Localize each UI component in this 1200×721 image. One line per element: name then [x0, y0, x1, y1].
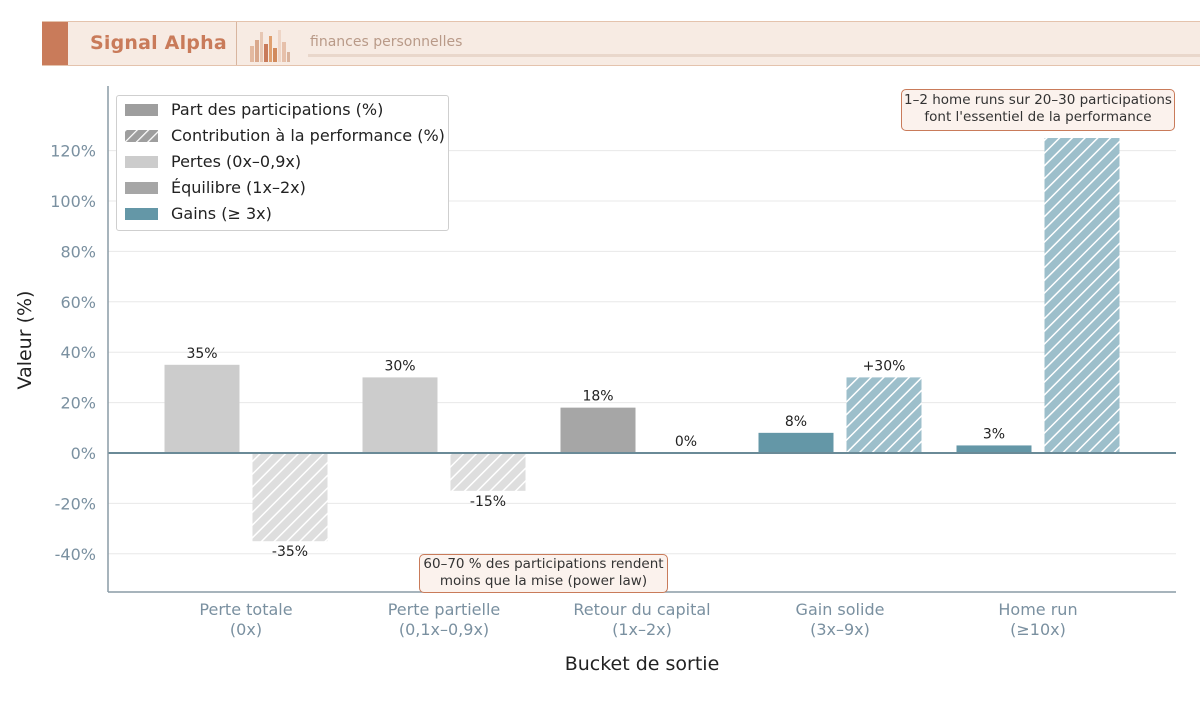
legend-label: Contribution à la performance (%): [171, 126, 445, 145]
tagline: finances personnelles: [310, 34, 463, 50]
legend-label: Gains (≥ 3x): [171, 204, 272, 223]
y-tick-label: 100%: [50, 192, 96, 211]
y-tick-label: 40%: [60, 343, 96, 362]
bar-chart-logo-icon: [250, 30, 290, 62]
tagline-rule: [308, 54, 1200, 57]
legend-swatch-hatched: [125, 130, 158, 142]
bar-value-label: 35%: [186, 346, 217, 362]
annotation-line: 60–70 % des participations rendent: [423, 556, 664, 572]
bar-part-participations: [164, 364, 240, 453]
y-tick-label: -40%: [55, 545, 96, 564]
x-tick-label: (3x–9x): [810, 620, 870, 639]
bar-contribution: [846, 377, 922, 453]
bars: [164, 138, 1120, 542]
y-tick-label: -20%: [55, 494, 96, 513]
annotation-line: moins que la mise (power law): [439, 573, 648, 589]
y-axis-label: Valeur (%): [14, 291, 36, 390]
annotation-line: 1–2 home runs sur 20–30 participations: [904, 92, 1172, 108]
bar-contribution: [252, 453, 328, 542]
brand-color-block: [42, 22, 68, 65]
x-tick-label: Gain solide: [796, 600, 885, 619]
x-tick-label: Retour du capital: [573, 600, 710, 619]
bar-part-participations: [362, 377, 438, 453]
legend-label: Part des participations (%): [171, 100, 384, 119]
y-tick-label: 0%: [71, 444, 96, 463]
bar-contribution: [1044, 138, 1120, 453]
y-tick-label: 60%: [60, 293, 96, 312]
legend-swatch-solid: [125, 104, 158, 116]
x-tick-label: (0x): [230, 620, 262, 639]
bar-contribution: [450, 453, 526, 491]
x-tick-label: (≥10x): [1010, 620, 1066, 639]
x-tick-label: Perte partielle: [388, 600, 501, 619]
header-divider: [236, 22, 237, 65]
bar-value-label: 18%: [582, 389, 613, 405]
legend-label: Équilibre (1x–2x): [171, 178, 306, 197]
bar-value-label: 8%: [785, 414, 807, 430]
y-tick-label: 80%: [60, 242, 96, 261]
legend-label: Pertes (0x–0,9x): [171, 152, 302, 171]
x-tick-label: (1x–2x): [612, 620, 672, 639]
bar-part-participations: [758, 432, 834, 453]
x-tick-label: (0,1x–0,9x): [399, 620, 489, 639]
legend-swatch-breakeven: [125, 182, 158, 194]
x-tick-labels: Perte totale(0x) Perte partielle(0,1x–0,9…: [199, 600, 1077, 639]
y-tick-labels: -40% -20% 0% 20% 40% 60% 80% 100% 120%: [50, 142, 96, 564]
annotation-home-runs: 1–2 home runs sur 20–30 participations f…: [901, 89, 1175, 131]
bar-value-label: -15%: [470, 494, 506, 510]
bar-value-label: 0%: [675, 434, 697, 450]
annotation-power-law: 60–70 % des participations rendent moins…: [419, 554, 668, 593]
bar-part-participations: [956, 445, 1032, 453]
brand-name: Signal Alpha: [90, 32, 227, 54]
legend-swatch-losses: [125, 156, 158, 168]
annotation-line: font l'essentiel de la performance: [924, 109, 1152, 125]
x-tick-label: Home run: [998, 600, 1077, 619]
header-banner: Signal Alpha finances personnelles: [42, 21, 1200, 66]
bar-value-label: +30%: [863, 358, 906, 374]
x-tick-label: Perte totale: [199, 600, 292, 619]
legend-swatch-gains: [125, 208, 158, 220]
bar-value-label: 3%: [983, 426, 1005, 442]
x-axis-label: Bucket de sortie: [565, 653, 720, 675]
legend: Part des participations (%) Contribution…: [116, 95, 449, 231]
bar-value-label: 30%: [384, 358, 415, 374]
bar-part-participations: [560, 407, 636, 453]
bar-value-label: -35%: [272, 544, 308, 560]
y-tick-label: 20%: [60, 394, 96, 413]
y-tick-label: 120%: [50, 142, 96, 161]
